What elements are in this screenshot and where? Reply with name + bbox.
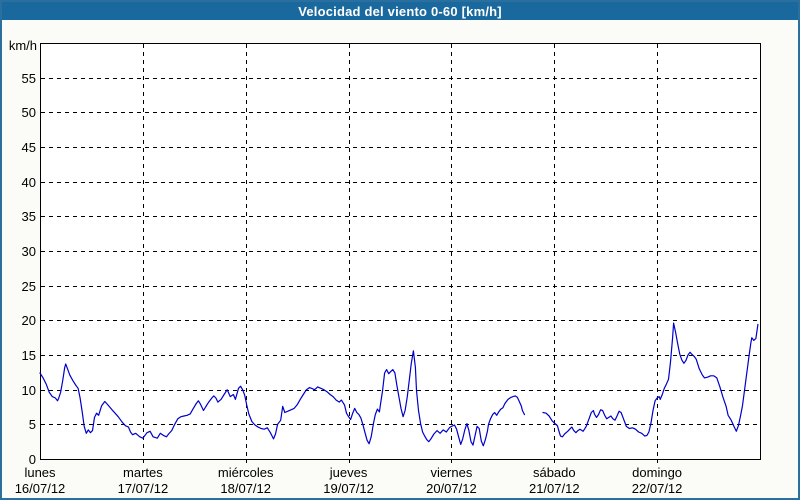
x-date-label: 17/07/12 bbox=[118, 481, 169, 496]
x-day-label: miércoles bbox=[218, 465, 274, 480]
y-tick-label: 15 bbox=[22, 348, 36, 363]
y-tick-label: 5 bbox=[29, 417, 36, 432]
y-tick-label: 20 bbox=[22, 313, 36, 328]
y-tick-label: 30 bbox=[22, 244, 36, 259]
y-tick-label: 40 bbox=[22, 175, 36, 190]
x-date-label: 19/07/12 bbox=[323, 481, 374, 496]
title-bar: Velocidad del viento 0-60 [km/h] bbox=[2, 2, 798, 20]
x-day-label: jueves bbox=[329, 465, 368, 480]
x-day-label: domingo bbox=[632, 465, 682, 480]
y-tick-label: 55 bbox=[22, 71, 36, 86]
x-day-label: martes bbox=[123, 465, 163, 480]
y-tick-label: 50 bbox=[22, 105, 36, 120]
x-date-label: 21/07/12 bbox=[529, 481, 580, 496]
y-tick-label: 25 bbox=[22, 279, 36, 294]
wind-speed-line bbox=[39, 350, 526, 447]
chart-title: Velocidad del viento 0-60 [km/h] bbox=[298, 3, 502, 19]
x-day-label: sábado bbox=[533, 465, 576, 480]
x-date-label: 16/07/12 bbox=[15, 481, 66, 496]
x-date-label: 22/07/12 bbox=[632, 481, 683, 496]
x-date-label: 20/07/12 bbox=[426, 481, 477, 496]
x-date-label: 18/07/12 bbox=[220, 481, 271, 496]
wind-speed-line bbox=[542, 322, 759, 438]
y-tick-label: 45 bbox=[22, 140, 36, 155]
y-tick-label: 0 bbox=[29, 452, 36, 467]
y-tick-label: 10 bbox=[22, 383, 36, 398]
x-day-label: lunes bbox=[24, 465, 56, 480]
plot-area bbox=[40, 43, 761, 460]
y-tick-label: 35 bbox=[22, 209, 36, 224]
y-axis-unit-label: km/h bbox=[9, 38, 37, 53]
x-day-label: viernes bbox=[430, 465, 472, 480]
